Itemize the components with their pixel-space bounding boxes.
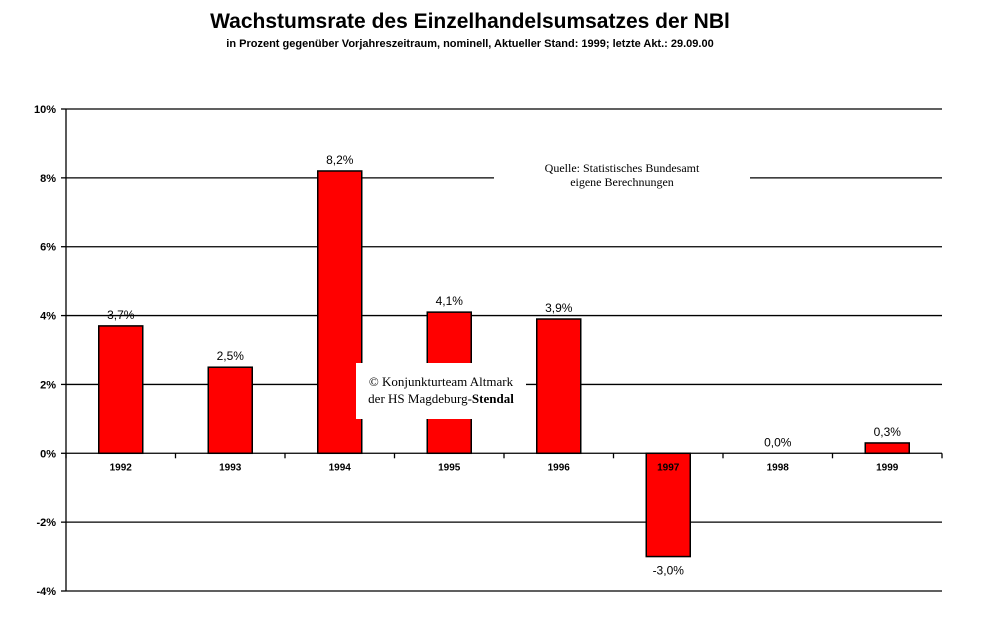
y-tick-label-2: 0% — [40, 448, 56, 460]
category-label-1999: 1999 — [876, 462, 899, 473]
chart-title: Wachstumsrate des Einzelhandelsumsatzes … — [210, 10, 730, 33]
data-label-1997: -3,0% — [653, 564, 685, 578]
y-tick-label-3: 2% — [40, 379, 56, 391]
bars — [98, 170, 910, 558]
y-tick-label-5: 6% — [40, 242, 56, 254]
category-label-1998: 1998 — [767, 462, 790, 473]
bar-1994 — [317, 170, 363, 455]
copyright-note: © Konjunkturteam Altmark der HS Magdebur… — [356, 363, 526, 419]
category-label-1995: 1995 — [438, 462, 461, 473]
y-tick-label-0: -4% — [36, 586, 56, 598]
labels: -4% -2% 0% 2% 4% 6% 8% 10% 3,7% 1992 2,5% 1993 8,2% 1… — [34, 104, 901, 598]
category-label-1993: 1993 — [219, 462, 242, 473]
data-label-1999: 0,3% — [874, 425, 902, 439]
data-label-1994: 8,2% — [326, 153, 354, 167]
data-label-1996: 3,9% — [545, 301, 573, 315]
category-label-1997: 1997 — [657, 462, 680, 473]
category-label-1996: 1996 — [548, 462, 571, 473]
axes — [61, 108, 943, 592]
data-label-1995: 4,1% — [436, 294, 464, 308]
data-label-1993: 2,5% — [217, 349, 245, 363]
category-label-1994: 1994 — [329, 462, 352, 473]
bar-1996 — [536, 318, 582, 455]
copyright-line-2-bold: Stendal — [471, 391, 514, 406]
data-label-1992: 3,7% — [107, 308, 135, 322]
copyright-line-2-prefix: der HS Magdeburg- — [368, 391, 472, 406]
category-label-1992: 1992 — [110, 462, 133, 473]
bar-1997 — [645, 452, 691, 558]
bar-1992 — [98, 325, 144, 455]
copyright-line-2: der HS Magdeburg-Stendal — [356, 390, 526, 407]
source-note-line-1: Quelle: Statistisches Bundesamt — [544, 161, 700, 175]
y-tick-label-7: 10% — [34, 104, 56, 116]
bar-1999 — [864, 442, 910, 455]
data-label-1998: 0,0% — [764, 435, 792, 449]
y-tick-label-4: 4% — [40, 311, 56, 323]
chart-subtitle: in Prozent gegenüber Vorjahreszeitraum, … — [226, 38, 714, 50]
bar-1993 — [207, 366, 253, 455]
source-note: Quelle: Statistisches Bundesamt eigene B… — [494, 160, 750, 189]
y-tick-label-6: 8% — [40, 173, 56, 185]
copyright-line-1: © Konjunkturteam Altmark — [368, 374, 514, 389]
y-tick-label-1: -2% — [36, 517, 56, 529]
source-note-line-2: eigene Berechnungen — [570, 175, 674, 189]
